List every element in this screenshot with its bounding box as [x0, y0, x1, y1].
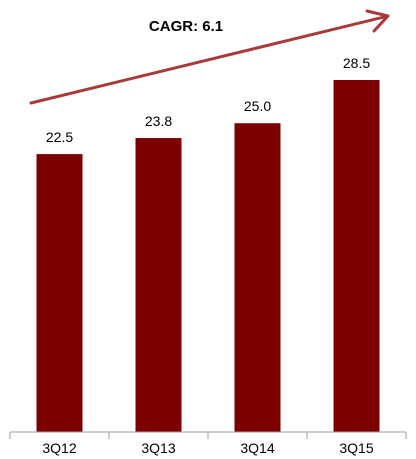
tick-label-3Q13: 3Q13: [141, 440, 175, 456]
bar-3Q14: [234, 123, 281, 432]
cagr-arrow: [29, 9, 390, 105]
bars-layer: [36, 80, 380, 432]
value-label-3Q12: 22.5: [46, 129, 73, 145]
bar-3Q12: [36, 154, 83, 432]
value-labels-layer: 22.5 23.8 25.0 28.5: [46, 55, 370, 145]
x-axis-ticks: [9, 432, 407, 439]
tick-label-3Q15: 3Q15: [339, 440, 373, 456]
cagr-arrow-line: [29, 15, 386, 105]
tick-label-3Q12: 3Q12: [42, 440, 76, 456]
cagr-annotation: CAGR: 6.1: [149, 18, 223, 35]
value-label-3Q14: 25.0: [244, 98, 271, 114]
bar-3Q15: [333, 80, 380, 432]
cagr-arrow-head: [365, 9, 390, 33]
value-label-3Q15: 28.5: [343, 55, 370, 71]
x-axis-tick-labels: 3Q12 3Q13 3Q14 3Q15: [42, 440, 373, 456]
value-label-3Q13: 23.8: [145, 113, 172, 129]
bar-3Q13: [135, 138, 182, 432]
tick-label-3Q14: 3Q14: [240, 440, 274, 456]
